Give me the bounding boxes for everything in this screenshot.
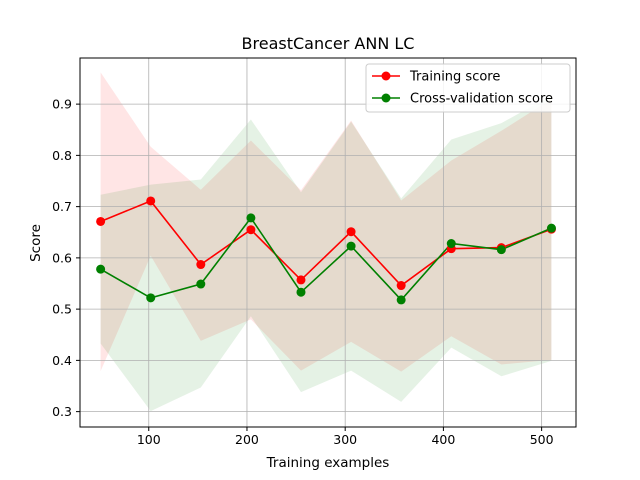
point-cross-validation (496, 245, 506, 255)
x-tick-label: 100 (137, 432, 161, 447)
x-tick-label: 300 (333, 432, 357, 447)
grid-lines (80, 58, 576, 427)
point-training (146, 196, 156, 206)
series-markers (96, 196, 556, 305)
point-cross-validation (96, 264, 106, 274)
legend-box (365, 63, 571, 113)
point-cross-validation (246, 213, 256, 223)
legend-label-training: Training score (409, 70, 500, 85)
y-tick-label: 0.9 (52, 97, 72, 112)
point-training (296, 275, 306, 285)
point-training (346, 227, 356, 237)
band-cross-validation (100, 95, 552, 412)
point-cross-validation (446, 239, 456, 249)
y-tick-label: 0.5 (52, 302, 72, 317)
confidence-bands (100, 72, 552, 412)
x-axis-ticks: 100 200 300 400 500 (137, 427, 554, 447)
point-cross-validation (546, 223, 556, 233)
legend-label-cv: Cross-validation score (410, 92, 553, 107)
y-axis-ticks: 0.3 0.4 0.5 0.6 0.7 0.8 0.9 (52, 97, 80, 419)
band-training (100, 72, 552, 372)
x-tick-label: 500 (530, 432, 554, 447)
series-lines (100, 200, 552, 302)
y-tick-label: 0.8 (52, 148, 72, 163)
point-training (96, 216, 106, 226)
point-cross-validation (296, 287, 306, 297)
x-tick-label: 200 (235, 432, 259, 447)
point-cross-validation (146, 293, 156, 303)
plot-frame (79, 57, 577, 428)
y-axis-label: Score (28, 224, 44, 262)
chart-title: BreastCancer ANN LC (242, 34, 415, 53)
point-training (396, 281, 406, 291)
point-cross-validation (196, 279, 206, 289)
series-line-training (100, 200, 552, 287)
point-training (196, 260, 206, 270)
y-tick-label: 0.7 (52, 199, 72, 214)
point-cross-validation (346, 241, 356, 251)
legend: Training score Cross-validation score (365, 63, 571, 113)
legend-marker-training (381, 71, 391, 81)
series-line-cross-validation (100, 216, 552, 302)
y-tick-label: 0.6 (52, 250, 72, 265)
legend-marker-cv (381, 93, 391, 103)
point-cross-validation (396, 295, 406, 305)
x-tick-label: 400 (431, 432, 455, 447)
y-tick-label: 0.4 (52, 353, 72, 368)
x-axis-label: Training examples (266, 455, 390, 471)
point-training (246, 225, 256, 235)
y-tick-label: 0.3 (52, 404, 72, 419)
